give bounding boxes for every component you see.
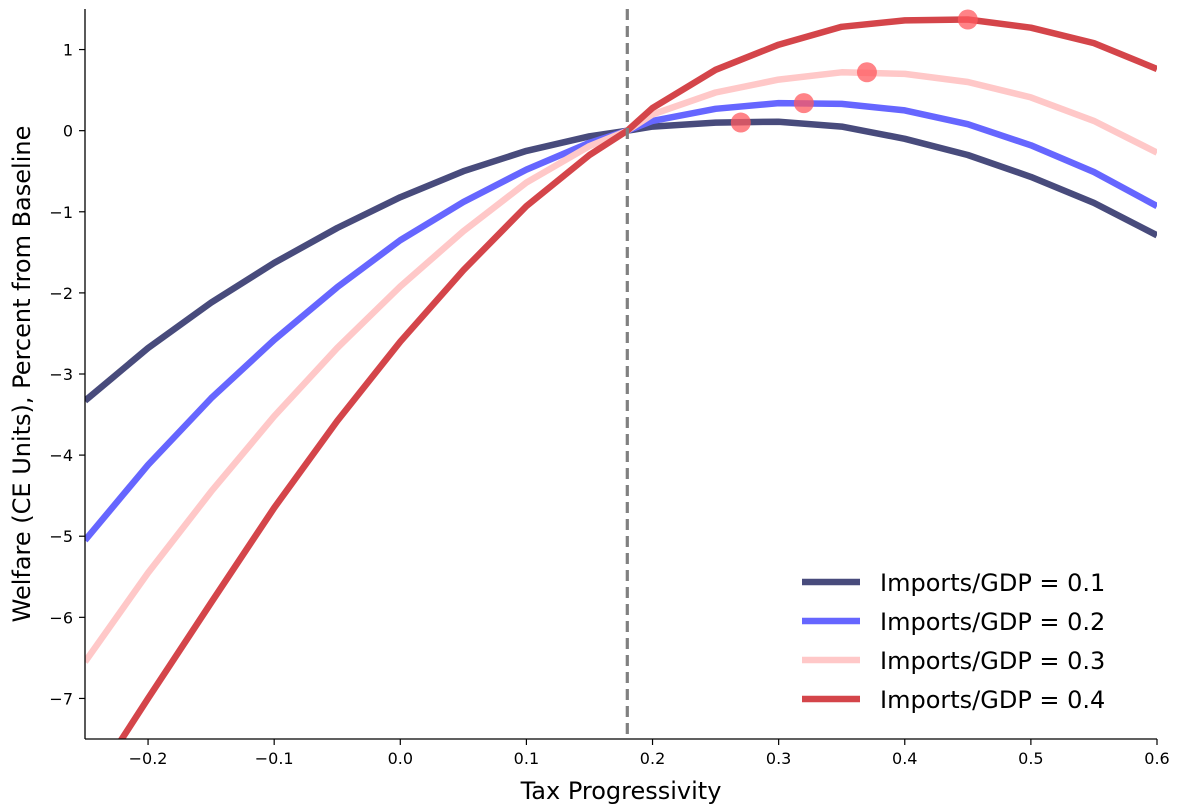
optimum-marker-4 <box>957 9 978 30</box>
legend-label-2: Imports/GDP = 0.2 <box>880 608 1105 636</box>
x-tick-label: −0.1 <box>255 749 294 768</box>
y-tick-label: −7 <box>49 689 73 708</box>
optimum-marker-layer <box>730 9 978 133</box>
series-line-2 <box>85 99 1157 543</box>
y-tick-label: −1 <box>49 203 73 222</box>
y-axis-label: Welfare (CE Units), Percent from Baselin… <box>8 126 36 623</box>
y-tick-label: 1 <box>63 41 73 60</box>
legend-label-4: Imports/GDP = 0.4 <box>880 686 1105 714</box>
x-tick-label: 0.2 <box>640 749 665 768</box>
y-ticks: 1 0 −1 −2 −3 −4 −5 −6 −7 <box>49 41 85 708</box>
y-tick-label: 0 <box>63 122 73 141</box>
legend-label-3: Imports/GDP = 0.3 <box>880 647 1105 675</box>
legend-label-1: Imports/GDP = 0.1 <box>880 569 1105 597</box>
x-tick-label: 0.0 <box>388 749 413 768</box>
y-tick-label: −5 <box>49 527 73 546</box>
x-axis-label: Tax Progressivity <box>520 777 722 805</box>
y-tick-label: −6 <box>49 608 73 627</box>
optimum-marker-2 <box>793 93 814 114</box>
series-line-1 <box>85 118 1157 404</box>
x-tick-label: 0.5 <box>1018 749 1043 768</box>
x-tick-label: 0.1 <box>514 749 539 768</box>
x-tick-label: 0.3 <box>766 749 791 768</box>
x-tick-label: −0.2 <box>129 749 168 768</box>
x-tick-label: 0.4 <box>892 749 917 768</box>
y-tick-label: −2 <box>49 284 73 303</box>
optimum-marker-3 <box>856 62 877 83</box>
optimum-marker-1 <box>730 112 751 133</box>
legend: Imports/GDP = 0.1 Imports/GDP = 0.2 Import… <box>802 569 1105 714</box>
x-tick-label: 0.6 <box>1144 749 1169 768</box>
y-tick-label: −3 <box>49 365 73 384</box>
y-tick-label: −4 <box>49 446 73 465</box>
series-layer <box>85 16 1157 739</box>
x-ticks: −0.2 −0.1 0.0 0.1 0.2 0.3 0.4 0.5 0.6 <box>129 739 1170 768</box>
